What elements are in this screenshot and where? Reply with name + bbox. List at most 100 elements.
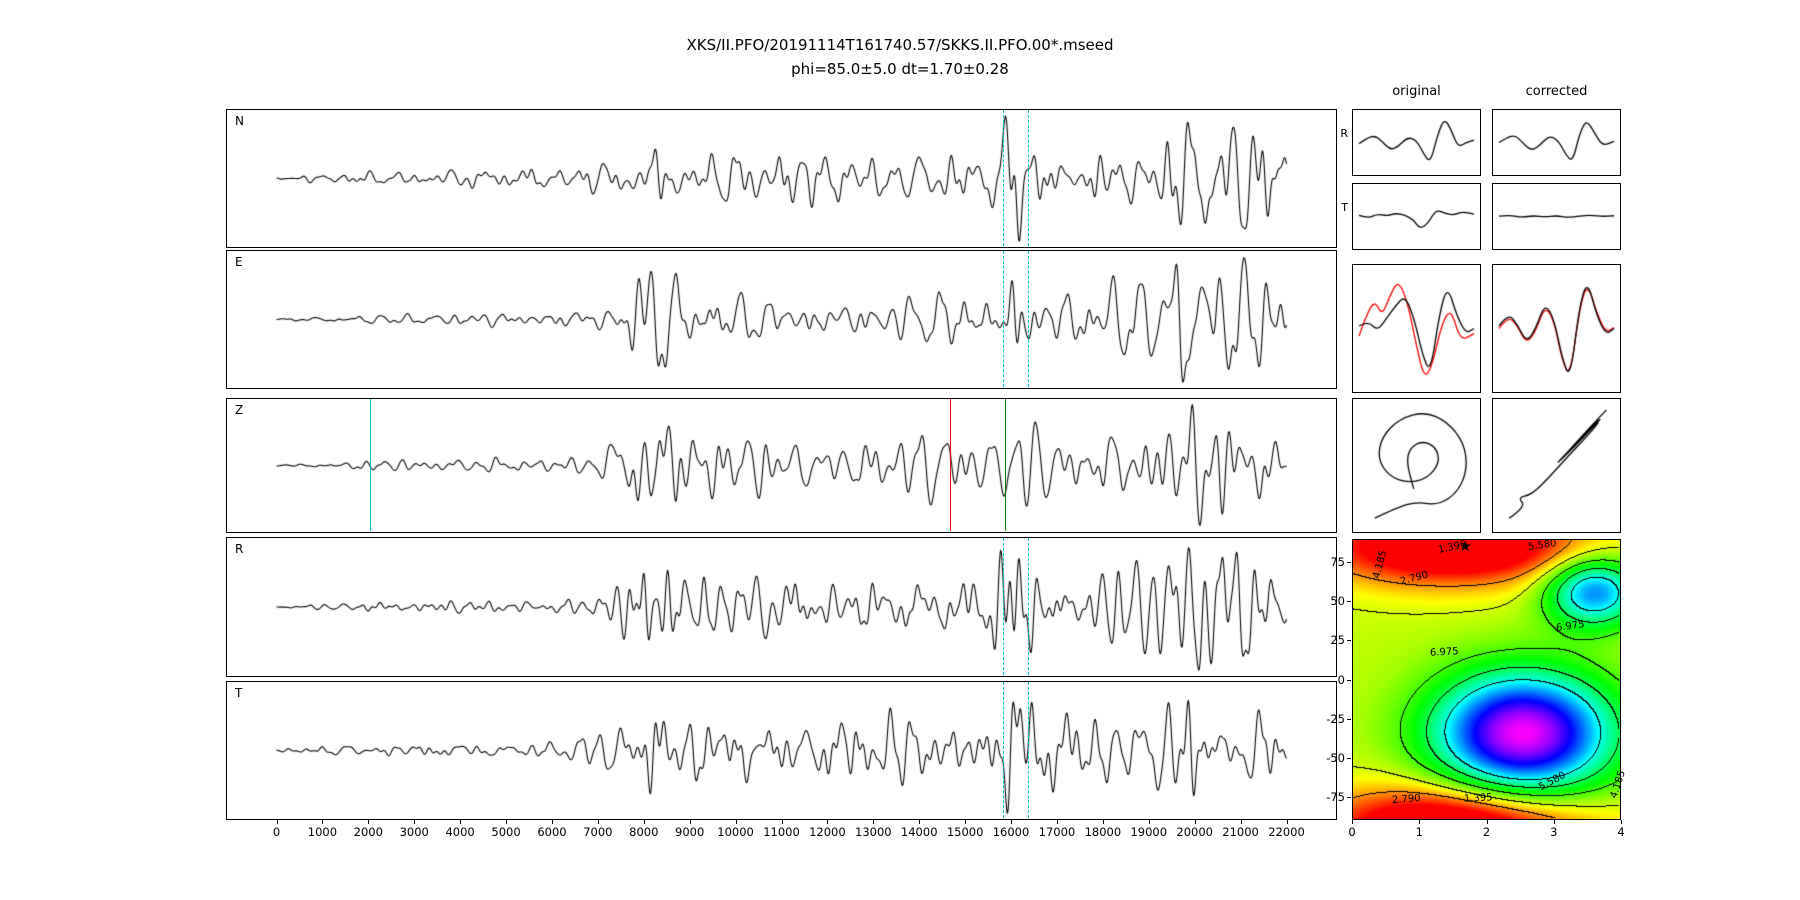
mini-panel-t_original [1352,183,1481,250]
x-tick-label: 6000 [537,825,567,839]
marker-window-end-T [1028,682,1030,818]
error-y-tick-label: 25 [1330,633,1345,648]
error-x-tick [1621,820,1622,824]
marker-pick-green-Z [1005,399,1007,531]
marker-window-end-N [1028,110,1030,246]
x-tick-label: 20000 [1176,825,1213,839]
mini-panel-motion_corrected [1492,398,1621,533]
waveform-panel-T: T [226,681,1337,820]
marker-window-end-E [1028,251,1030,387]
x-tick [1286,820,1288,824]
marker-pick-red-Z [950,399,952,531]
x-tick-label: 10000 [717,825,754,839]
x-tick [1102,820,1104,824]
x-tick-label: 12000 [809,825,846,839]
error-x-tick [1419,820,1421,824]
x-tick-label: 17000 [1038,825,1076,839]
panel-letter-R: R [235,542,244,556]
mini-canvas-r_corrected [1493,110,1620,175]
x-tick [643,820,645,824]
best-solution-star-icon: ★ [1458,536,1472,555]
mini-panel-r_original [1352,109,1481,176]
error-y-tick [1347,718,1351,720]
x-tick-label: 8000 [629,825,659,839]
mini-canvas-compare_original [1353,265,1480,392]
marker-window-start-E [1003,251,1005,387]
mini-panel-compare_corrected [1492,264,1621,393]
mini-panel-t_corrected [1492,183,1621,250]
x-tick [1056,820,1058,824]
x-tick [276,820,278,824]
error-surface-canvas [1353,540,1620,819]
x-tick [414,820,416,824]
waveform-canvas-Z [227,399,1336,532]
mini-canvas-motion_original [1353,399,1480,532]
mini-canvas-r_original [1353,110,1480,175]
x-tick-label: 15000 [946,825,984,839]
waveform-panel-R: R [226,537,1337,677]
x-tick-label: 13000 [855,825,892,839]
x-tick-label: 22000 [1268,825,1305,839]
waveform-canvas-E [227,251,1336,388]
x-tick-label: 1000 [307,825,338,839]
panel-letter-Z: Z [235,403,244,417]
x-tick [919,820,921,824]
x-tick-label: 19000 [1130,825,1168,839]
x-tick [322,820,324,824]
x-tick [1011,820,1013,824]
waveform-canvas-N [227,110,1336,247]
marker-window-start-R [1003,538,1005,675]
x-tick [873,820,875,824]
x-tick [827,820,829,824]
error-y-tick [1347,601,1351,603]
error-x-tick-label: 0 [1348,825,1356,839]
mini-panel-motion_original [1352,398,1481,533]
x-tick [368,820,370,824]
error-x-tick [1486,820,1488,824]
column-header-corrected: corrected [1525,84,1588,99]
x-tick [735,820,737,824]
error-y-tick [1347,640,1351,642]
x-tick-label: 4000 [445,825,475,839]
waveform-panel-N: N [226,109,1337,248]
x-tick [506,820,508,824]
waveform-panel-E: E [226,250,1337,389]
x-tick-label: 3000 [399,825,429,839]
waveform-canvas-R [227,538,1336,676]
x-tick-label: 11000 [763,825,800,839]
x-tick [1240,820,1242,824]
figure-subtitle: phi=85.0±5.0 dt=1.70±0.28 [791,60,1009,78]
x-tick-label: 7000 [583,825,613,839]
contour-label-7: 1.395 [1463,792,1493,805]
x-tick [551,820,553,824]
x-tick [1194,820,1196,824]
x-tick [965,820,967,824]
error-y-tick-label: -50 [1326,750,1345,765]
x-tick [781,820,783,824]
error-y-tick-label: -25 [1326,711,1345,726]
x-tick [1148,820,1150,824]
x-tick [460,820,462,824]
contour-label-5: 6.975 [1429,646,1459,659]
error-x-tick-label: 3 [1550,825,1558,839]
x-tick-label: 5000 [491,825,521,839]
error-y-tick [1347,796,1351,798]
error-x-tick-label: 1 [1415,825,1423,839]
error-y-tick [1347,562,1351,564]
error-x-tick-label: 4 [1617,825,1625,839]
x-tick [597,820,599,824]
error-y-tick-label: 0 [1337,672,1345,687]
mini-canvas-t_original [1353,184,1480,249]
waveform-canvas-T [227,682,1336,819]
error-y-tick-label: 75 [1330,555,1345,570]
error-y-tick-label: 50 [1330,594,1345,609]
figure-title: XKS/II.PFO/20191114T161740.57/SKKS.II.PF… [686,36,1114,54]
marker-pick-cyan-Z [369,399,371,531]
error-y-tick [1347,679,1351,681]
panel-letter-T: T [235,686,243,700]
panel-letter-E: E [235,255,243,269]
marker-window-end-R [1028,538,1030,675]
mini-row-label-t: T [1341,201,1348,214]
panel-letter-N: N [235,114,244,128]
